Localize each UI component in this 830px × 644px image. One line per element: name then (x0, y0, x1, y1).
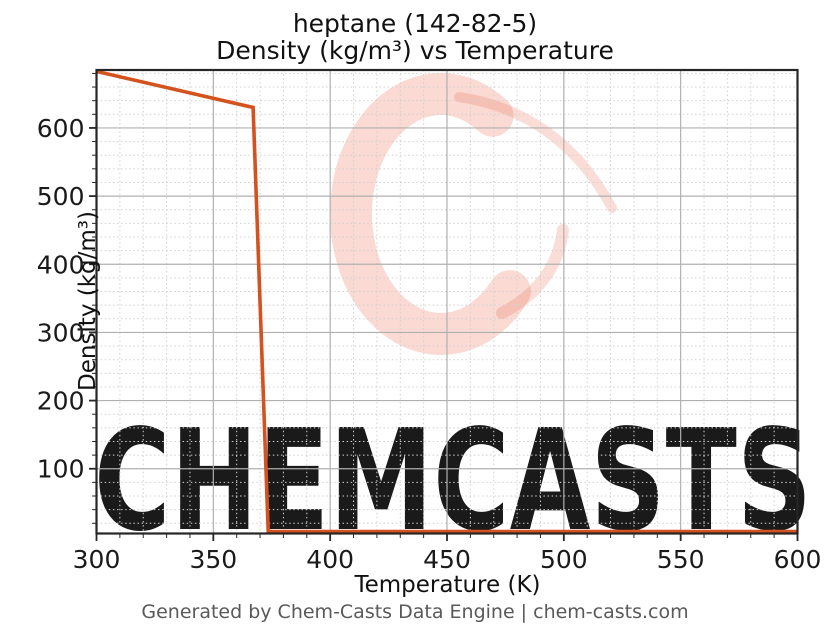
y-tick-label: 600 (37, 114, 85, 143)
footer-credit: Generated by Chem-Casts Data Engine | ch… (141, 601, 689, 623)
chemcasts-c-logo-icon (329, 72, 531, 355)
x-tick-label: 300 (73, 545, 121, 574)
axis-tick-labels: 300 350 400 450 500 550 600 100 200 300 400 500 600 (37, 114, 822, 574)
chart-title-line1: heptane (142-82-5) (292, 9, 538, 38)
y-tick-label: 400 (37, 250, 85, 279)
minor-gridlines (96, 70, 798, 534)
x-tick-label: 550 (657, 545, 705, 574)
x-tick-label: 350 (189, 545, 237, 574)
y-tick-label: 300 (37, 318, 85, 347)
y-tick-label: 100 (37, 455, 85, 484)
x-tick-label: 500 (540, 545, 588, 574)
major-gridlines (96, 70, 798, 534)
watermark-text: CHEMCASTS (94, 400, 812, 563)
data-series (96, 69, 798, 534)
y-axis-label: Density (kg/m³) (75, 211, 101, 391)
chart-title-line2: Density (kg/m³) vs Temperature (216, 36, 614, 65)
density-line (96, 69, 798, 534)
x-tick-label: 600 (774, 545, 822, 574)
y-tick-label: 200 (37, 387, 85, 416)
chemcasts-c-logo-accent-top-icon (454, 92, 617, 213)
axis-ticks (89, 72, 799, 541)
x-axis-label: Temperature (K) (354, 572, 541, 598)
chart-title: heptane (142-82-5) Density (kg/m³) vs Te… (0, 10, 830, 64)
x-tick-label: 450 (423, 545, 471, 574)
x-tick-label: 400 (306, 545, 354, 574)
y-tick-label: 500 (37, 182, 85, 211)
